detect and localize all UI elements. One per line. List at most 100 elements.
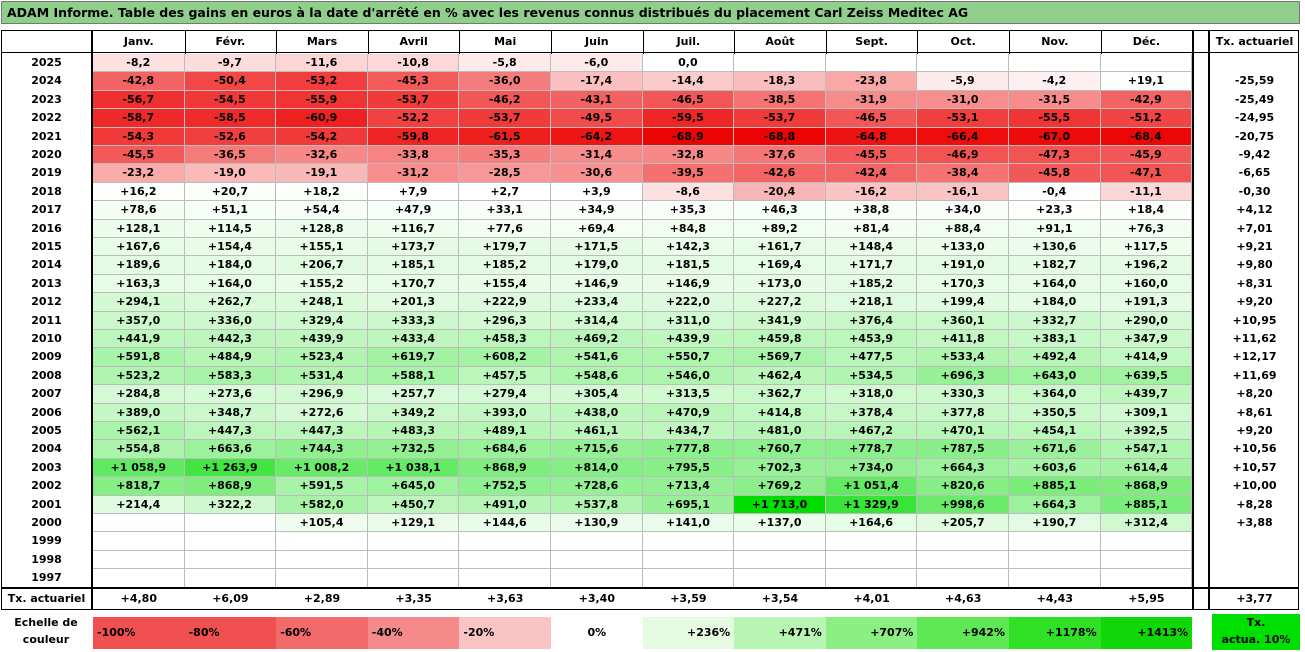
table-cell: +69,4 <box>551 219 643 238</box>
table-cell: +491,0 <box>459 495 551 514</box>
table-cell: +7,9 <box>367 182 460 202</box>
table-cell: +205,7 <box>917 514 1009 533</box>
table-cell: -14,4 <box>642 72 735 91</box>
table-cell: -20,4 <box>734 182 826 202</box>
table-cell: +38,8 <box>825 201 918 220</box>
table-cell: +548,6 <box>551 366 643 386</box>
actuarial-cell: +7,01 <box>1236 221 1273 235</box>
divider <box>551 30 552 54</box>
table-cell: +492,4 <box>1009 348 1101 367</box>
table-cell: +185,2 <box>459 256 551 275</box>
year-label: 2022 <box>31 111 62 125</box>
table-cell: -46,9 <box>917 146 1009 165</box>
table-cell: +489,1 <box>459 422 551 441</box>
table-cell: +133,0 <box>917 238 1009 257</box>
actuarial-cell: +10,56 <box>1232 442 1277 456</box>
table-cell: -37,6 <box>734 146 826 165</box>
table-cell: +347,9 <box>1100 330 1193 349</box>
table-cell: +163,3 <box>93 274 185 294</box>
table-frame <box>1 30 1299 610</box>
actuarial-cell: -20,75 <box>1234 129 1275 143</box>
table-cell: -11,6 <box>276 54 368 73</box>
table-cell: +713,4 <box>642 477 735 496</box>
table-cell: -8,2 <box>93 54 185 73</box>
table-cell <box>184 514 277 533</box>
divider <box>642 30 644 54</box>
table-cell: +569,7 <box>734 348 826 367</box>
table-cell: +206,7 <box>276 256 368 275</box>
table-cell: +2,7 <box>459 182 551 202</box>
actuarial-cell <box>1210 532 1299 550</box>
table-cell: -53,7 <box>459 109 551 128</box>
table-cell: -5,9 <box>917 72 1009 91</box>
year-label: 2003 <box>31 460 62 474</box>
table-cell <box>917 54 1009 73</box>
table-cell: +146,9 <box>551 274 643 294</box>
table-cell: +469,2 <box>551 330 643 349</box>
table-cell: +160,0 <box>1100 274 1193 294</box>
table-cell: +1 329,9 <box>825 495 918 514</box>
year-label: 2021 <box>31 129 62 143</box>
table-cell: +715,6 <box>551 440 643 459</box>
table-cell: -42,8 <box>93 72 185 91</box>
table-cell: -58,7 <box>93 109 185 128</box>
actuarial-cell: +9,21 <box>1236 240 1273 253</box>
table-cell <box>1100 569 1193 588</box>
table-cell: -31,4 <box>551 146 643 165</box>
table-cell: +531,4 <box>276 366 368 386</box>
table-cell: +732,5 <box>367 440 460 459</box>
table-cell: -9,7 <box>184 54 277 73</box>
table-cell: -4,2 <box>1009 72 1101 91</box>
table-cell: +330,3 <box>917 385 1009 404</box>
actuarial-cell: +9,20 <box>1236 424 1273 437</box>
table-cell: +998,6 <box>917 495 1009 514</box>
table-cell: -19,0 <box>184 164 277 183</box>
actuarial-cell: +12,17 <box>1232 350 1277 364</box>
color-scale-label: Echelle de couleur <box>14 616 78 646</box>
table-cell: +461,1 <box>551 422 643 441</box>
year-label: 2024 <box>31 74 62 88</box>
actuarial-cell: +9,80 <box>1236 258 1273 272</box>
table-cell: +453,9 <box>825 330 918 349</box>
scale-swatch: +1413% <box>1100 617 1193 649</box>
table-cell: +173,7 <box>367 238 460 257</box>
table-cell: +441,9 <box>93 330 185 349</box>
year-label: 2015 <box>31 240 62 253</box>
table-cell: +470,1 <box>917 422 1009 441</box>
table-cell: -31,0 <box>917 90 1009 110</box>
year-label: 2000 <box>31 516 62 529</box>
table-cell <box>93 569 185 588</box>
table-cell: -23,2 <box>93 164 185 183</box>
actuarial-cell: +3,88 <box>1236 516 1273 529</box>
table-cell: +645,0 <box>367 477 460 496</box>
table-cell: +169,4 <box>734 256 826 275</box>
table-cell <box>551 532 643 551</box>
table-cell <box>459 550 551 570</box>
table-cell: +457,5 <box>459 366 551 386</box>
table-cell: +728,6 <box>551 477 643 496</box>
actuarial-legend: Tx. actua. 10% <box>1212 614 1300 650</box>
table-cell: -23,8 <box>825 72 918 91</box>
table-cell: +341,9 <box>734 311 826 330</box>
table-cell: -53,7 <box>367 90 460 110</box>
table-cell: -45,9 <box>1100 146 1193 165</box>
actuarial-cell: +10,00 <box>1232 479 1277 493</box>
table-cell: +537,8 <box>551 495 643 514</box>
table-cell: +1 058,9 <box>93 458 185 478</box>
footer-cell: +4,43 <box>1036 592 1073 605</box>
table-cell: +35,3 <box>642 201 735 220</box>
actuarial-cell: -25,49 <box>1234 92 1275 106</box>
table-cell: +148,4 <box>825 238 918 257</box>
month-header: Août <box>765 35 795 48</box>
table-cell: +541,6 <box>551 348 643 367</box>
table-cell: -5,8 <box>459 54 551 73</box>
table-cell: +588,1 <box>367 366 460 386</box>
table-cell: +88,4 <box>917 219 1009 238</box>
table-cell: +179,0 <box>551 256 643 275</box>
table-cell: +434,7 <box>642 422 735 441</box>
table-cell: +454,1 <box>1009 422 1101 441</box>
footer-cell: +3,40 <box>578 592 615 605</box>
divider <box>459 30 461 54</box>
table-cell: +146,9 <box>642 274 735 294</box>
table-cell: +664,3 <box>917 458 1009 478</box>
